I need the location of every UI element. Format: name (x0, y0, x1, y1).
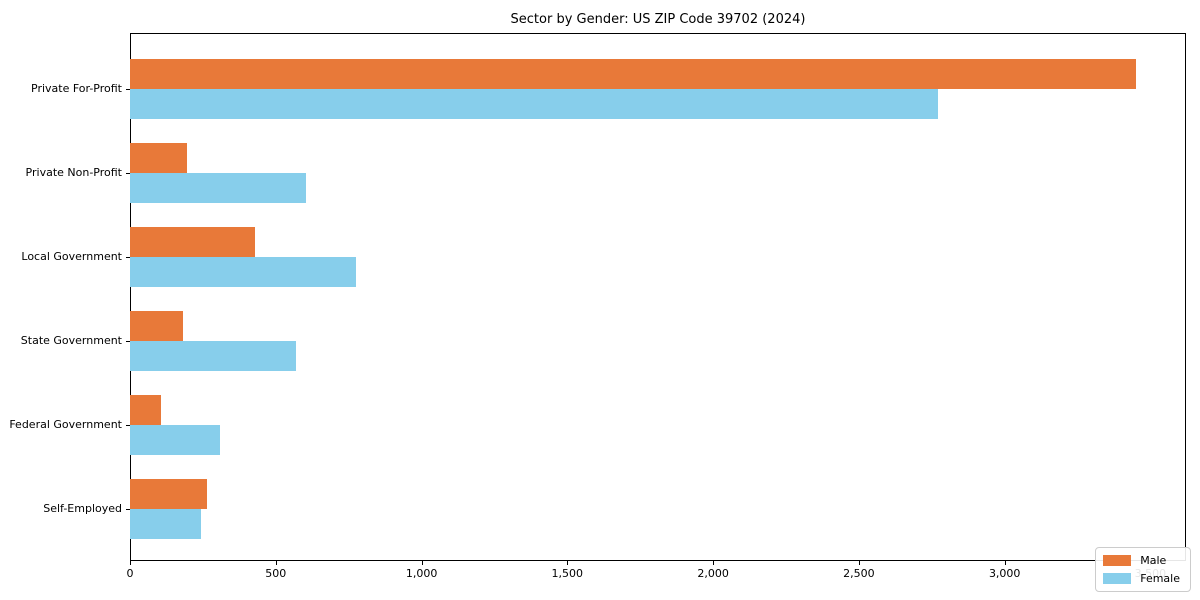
x-tick-label-1000: 1,000 (405, 567, 438, 580)
y-tick-mark (126, 89, 130, 90)
y-tick-label-private-non-profit: Private Non-Profit (25, 166, 122, 179)
legend-label-male: Male (1140, 554, 1167, 567)
bar-female-state-government (130, 341, 297, 371)
y-tick-mark (126, 173, 130, 174)
x-tick-label-3000: 3,000 (988, 567, 1021, 580)
x-tick-mark (1004, 561, 1006, 565)
legend-item-female: Female (1103, 572, 1180, 585)
x-tick-mark (713, 561, 715, 565)
x-tick-label-2500: 2,500 (843, 567, 875, 580)
x-tick-mark (858, 561, 860, 565)
bar-male-federal-government (130, 395, 161, 425)
bar-male-local-government (130, 227, 256, 257)
y-tick-label-self-employed: Self-Employed (43, 502, 122, 515)
bar-male-private-non-profit (130, 143, 187, 173)
x-tick-mark (130, 561, 131, 565)
bar-female-local-government (130, 257, 356, 287)
y-tick-label-local-government: Local Government (21, 250, 122, 263)
x-tick-label-2000: 2,000 (697, 567, 729, 580)
x-tick-mark (275, 561, 277, 565)
legend: Male Female (1095, 547, 1191, 592)
y-tick-mark (126, 257, 130, 258)
bar-female-federal-government (130, 425, 221, 455)
y-tick-label-state-government: State Government (20, 334, 122, 347)
plot-area (130, 33, 1186, 561)
chart-title: Sector by Gender: US ZIP Code 39702 (202… (510, 12, 806, 27)
bar-male-private-for-profit (130, 59, 1136, 89)
bar-female-self-employed (130, 509, 202, 539)
x-tick-label-0: 0 (126, 567, 134, 580)
legend-label-female: Female (1140, 572, 1180, 585)
legend-item-male: Male (1103, 554, 1180, 567)
x-tick-label-1500: 1,500 (551, 567, 584, 580)
y-tick-mark (126, 509, 130, 510)
legend-swatch-male (1103, 555, 1132, 566)
y-tick-label-private-for-profit: Private For-Profit (31, 82, 122, 95)
bar-male-self-employed (130, 479, 208, 509)
y-tick-label-federal-government: Federal Government (9, 418, 122, 431)
bar-female-private-for-profit (130, 89, 938, 119)
x-tick-mark (567, 561, 569, 565)
y-tick-mark (126, 425, 130, 426)
y-tick-mark (126, 341, 130, 342)
x-tick-label-500: 500 (265, 567, 287, 580)
bar-female-private-non-profit (130, 173, 307, 203)
legend-swatch-female (1103, 573, 1132, 584)
bar-male-state-government (130, 311, 183, 341)
x-tick-mark (421, 561, 423, 565)
